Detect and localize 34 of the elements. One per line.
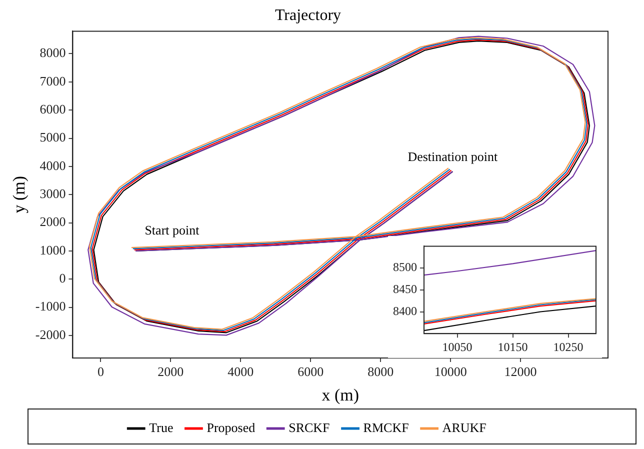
x-tick-label: 12000 [504,364,537,380]
x-tick-label: 8000 [368,364,394,380]
y-tick-label: 2000 [40,214,66,230]
legend-label: True [149,420,174,435]
y-tick-label: -2000 [35,326,66,342]
x-tick-label: 6000 [298,364,324,380]
x-tick-label: 10000 [434,364,467,380]
y-tick-label: 8500 [393,260,417,274]
x-tick-label: 0 [97,364,104,380]
x-tick-label: 4000 [228,364,254,380]
legend-label: RMCKF [363,420,409,435]
legend-label: ARUKF [442,420,486,435]
y-tick-label: 6000 [40,102,66,117]
y-tick-label: 7000 [40,73,66,88]
y-tick-label: 8400 [393,304,417,318]
y-tick-label: 4000 [40,158,66,173]
x-axis-title: x (m) [322,385,360,404]
legend-label: Proposed [206,420,256,435]
y-tick-label: 5000 [40,130,66,145]
annotation: Start point [144,222,200,238]
chart-title: Trajectory [274,6,342,24]
legend-label: SRCKF [288,420,330,435]
x-tick-label: 10150 [498,340,528,354]
y-tick-label: 0 [59,270,66,286]
y-tick-label: 8000 [40,45,66,60]
y-tick-label: 8450 [393,282,417,296]
annotation: Destination point [408,148,498,164]
x-tick-label: 10250 [553,340,584,354]
x-tick-label: 10050 [442,340,472,354]
x-tick-label: 2000 [158,364,184,380]
y-tick-label: -1000 [35,298,66,314]
y-tick-label: 3000 [40,186,66,202]
y-tick-label: 1000 [40,242,66,258]
y-axis-title: y (m) [10,176,29,214]
